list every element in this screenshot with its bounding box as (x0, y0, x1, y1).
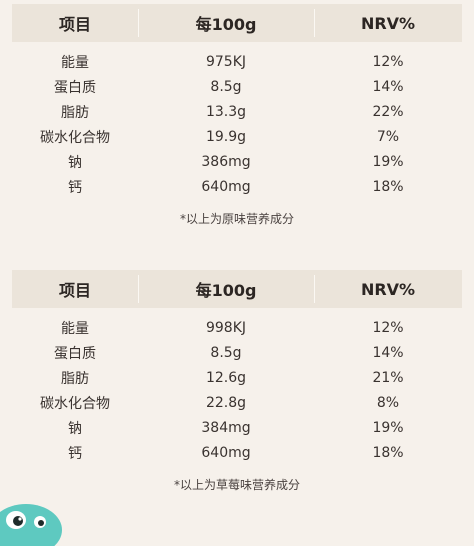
amount-per-100g: 640mg (201, 178, 251, 195)
nutrient-name: 碳水化合物 (40, 129, 110, 146)
table-row: 钠 384mg 19% (12, 415, 462, 440)
amount-per-100g: 19.9g (205, 128, 247, 145)
header-per-100g: 每100g (195, 15, 257, 34)
header-nrv: NRV% (360, 279, 416, 299)
nrv-percent: 14% (372, 344, 404, 361)
nrv-percent: 12% (372, 319, 404, 336)
nrv-percent: 18% (372, 444, 404, 461)
nutrient-name: 脂肪 (61, 104, 89, 121)
nutrient-name: 蛋白质 (54, 79, 96, 96)
amount-per-100g: 13.3g (205, 103, 247, 120)
header-per-100g: 每100g (195, 281, 257, 300)
table-footnote: *以上为原味营养成分 (179, 212, 294, 226)
table-row: 能量 975KJ 12% (12, 49, 462, 74)
table-row: 碳水化合物 22.8g 8% (12, 390, 462, 415)
mascot-icon (0, 504, 62, 546)
nutrient-name: 蛋白质 (54, 345, 96, 362)
header-item: 项目 (58, 15, 91, 34)
table-header: 项目 每100g NRV% (12, 270, 462, 308)
table-row: 蛋白质 8.5g 14% (12, 340, 462, 365)
table-row: 蛋白质 8.5g 14% (12, 74, 462, 99)
nutrient-name: 钠 (68, 420, 82, 437)
nutrient-name: 钠 (68, 154, 82, 171)
amount-per-100g: 386mg (201, 153, 251, 170)
table-row: 碳水化合物 19.9g 7% (12, 124, 462, 149)
nutrition-table-strawberry: 项目 每100g NRV% 能量 998KJ 12% 蛋白质 8.5g 14% … (12, 270, 462, 493)
amount-per-100g: 8.5g (210, 344, 242, 361)
header-divider (314, 9, 315, 37)
amount-per-100g: 640mg (201, 444, 251, 461)
table-row: 钙 640mg 18% (12, 174, 462, 199)
nrv-percent: 19% (372, 153, 404, 170)
amount-per-100g: 975KJ (205, 53, 247, 70)
header-item: 项目 (58, 281, 91, 300)
nutrient-name: 钙 (68, 179, 82, 196)
table-row: 能量 998KJ 12% (12, 315, 462, 340)
table-footnote: *以上为草莓味营养成分 (173, 478, 300, 492)
amount-per-100g: 12.6g (205, 369, 247, 386)
table-row: 钠 386mg 19% (12, 149, 462, 174)
table-row: 脂肪 13.3g 22% (12, 99, 462, 124)
header-divider (314, 275, 315, 303)
header-nrv: NRV% (360, 13, 416, 33)
table-body: 能量 975KJ 12% 蛋白质 8.5g 14% 脂肪 13.3g 22% 碳… (12, 42, 462, 199)
nutrient-name: 钙 (68, 445, 82, 462)
amount-per-100g: 998KJ (205, 319, 247, 336)
nrv-percent: 19% (372, 419, 404, 436)
table-row: 脂肪 12.6g 21% (12, 365, 462, 390)
nrv-percent: 18% (372, 178, 404, 195)
amount-per-100g: 8.5g (210, 78, 242, 95)
table-body: 能量 998KJ 12% 蛋白质 8.5g 14% 脂肪 12.6g 21% 碳… (12, 308, 462, 465)
nrv-percent: 12% (372, 53, 404, 70)
nrv-percent: 8% (376, 394, 400, 411)
nrv-percent: 22% (372, 103, 404, 120)
nrv-percent: 21% (372, 369, 404, 386)
nutrient-name: 能量 (61, 320, 89, 337)
nutrition-table-original: 项目 每100g NRV% 能量 975KJ 12% 蛋白质 8.5g 14% … (12, 4, 462, 227)
header-divider (138, 275, 139, 303)
table-row: 钙 640mg 18% (12, 440, 462, 465)
nutrient-name: 能量 (61, 54, 89, 71)
nutrient-name: 碳水化合物 (40, 395, 110, 412)
nrv-percent: 7% (376, 128, 400, 145)
nutrient-name: 脂肪 (61, 370, 89, 387)
amount-per-100g: 22.8g (205, 394, 247, 411)
table-header: 项目 每100g NRV% (12, 4, 462, 42)
amount-per-100g: 384mg (201, 419, 251, 436)
header-divider (138, 9, 139, 37)
nrv-percent: 14% (372, 78, 404, 95)
